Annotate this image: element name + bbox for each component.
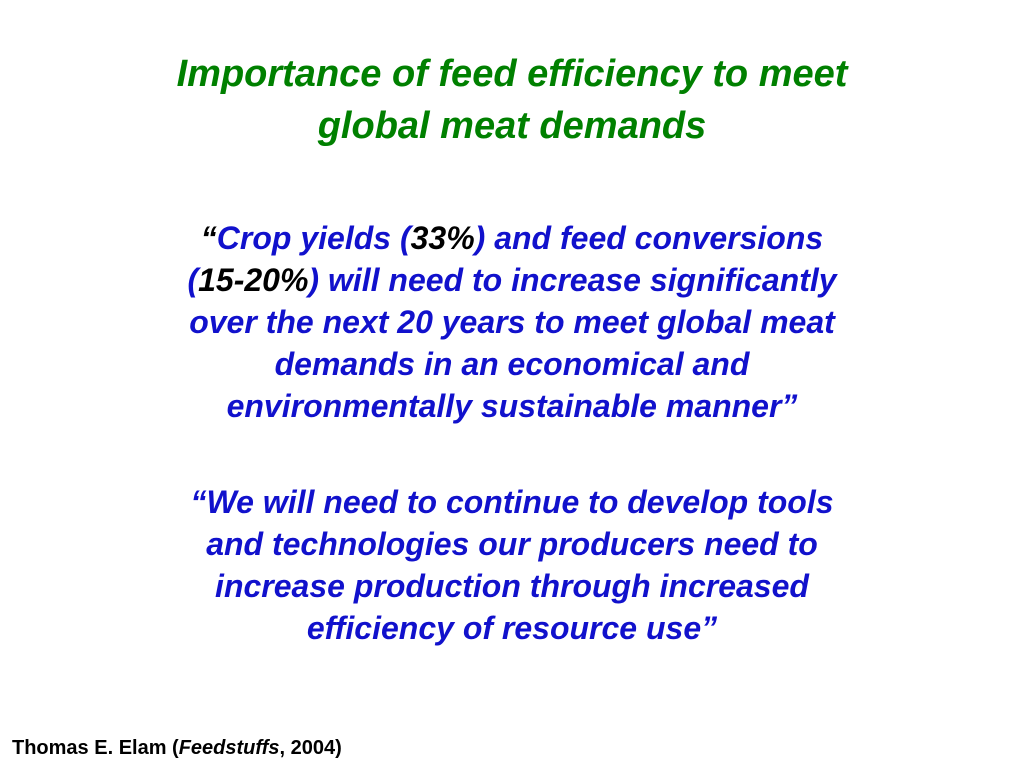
quote-crop-yields: “Crop yields (33%) and feed conversions … (0, 217, 1024, 427)
quote1-text-d: ) will need to increase significantly (308, 262, 837, 298)
quote1-line-4: demands in an economical and (274, 346, 750, 382)
citation-author: Thomas E. Elam ( (12, 737, 179, 759)
slide-title: Importance of feed efficiency to meet gl… (0, 48, 1024, 152)
citation-year: , 2004) (279, 737, 342, 759)
quote2-line-4: efficiency of resource use” (306, 610, 718, 646)
feed-conversion-percent: 15-20% (198, 262, 309, 298)
crop-yield-percent: 33% (410, 220, 475, 256)
quote1-text-b: ) and feed conversions (474, 220, 824, 256)
quote1-line-2: (15-20%) will need to increase significa… (0, 259, 1024, 301)
quote2-line-3: increase production through increased (215, 568, 809, 604)
quote-develop-tools: “We will need to continue to develop too… (0, 481, 1024, 649)
quote2-line-2: and technologies our producers need to (206, 526, 818, 562)
quote1-line-1: “Crop yields (33%) and feed conversions (0, 217, 1024, 259)
citation-journal: Feedstuffs (178, 737, 280, 759)
quote1-line-5: environmentally sustainable manner” (226, 388, 798, 424)
title-line-1: Importance of feed efficiency to meet (176, 53, 848, 95)
quote1-text-c: ( (187, 262, 199, 298)
quote1-line-3: over the next 20 years to meet global me… (189, 304, 835, 340)
citation: Thomas E. Elam (Feedstuffs, 2004) (12, 736, 342, 760)
quote2-line-1: “We will need to continue to develop too… (190, 484, 834, 520)
quote1-text-a: Crop yields ( (216, 220, 411, 256)
open-quote-mark: “ (200, 220, 217, 256)
title-line-2: global meat demands (317, 105, 707, 147)
